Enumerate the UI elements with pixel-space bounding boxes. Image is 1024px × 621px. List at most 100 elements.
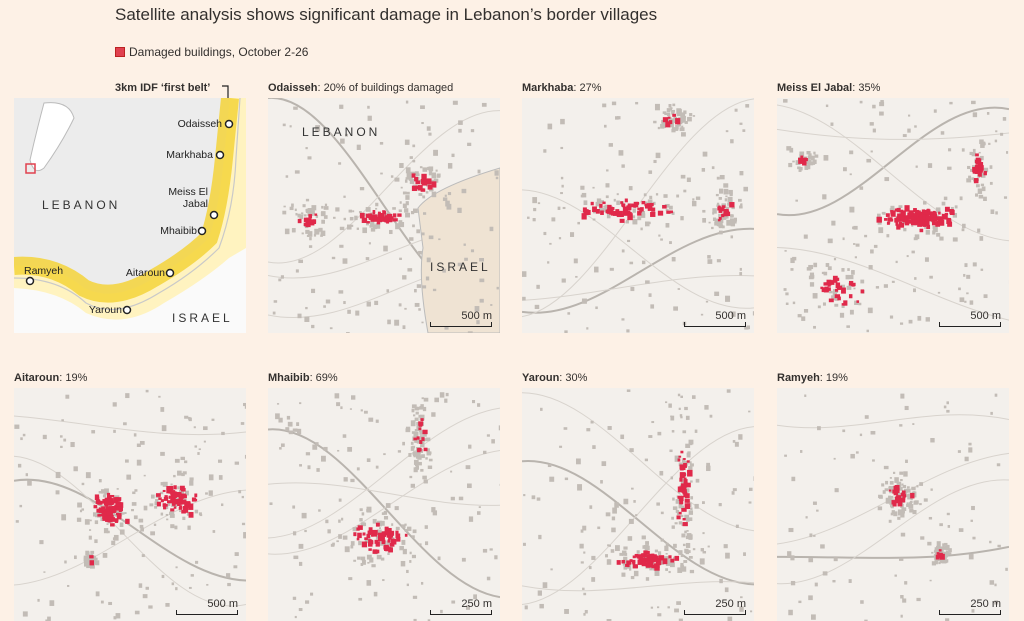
- building: [809, 533, 813, 538]
- damaged-building: [645, 550, 650, 555]
- building: [88, 535, 92, 540]
- building: [834, 488, 839, 493]
- building: [143, 474, 146, 477]
- building: [936, 232, 941, 237]
- building: [664, 203, 670, 208]
- building: [95, 560, 100, 566]
- building: [938, 561, 941, 565]
- building: [297, 213, 301, 218]
- building: [887, 497, 892, 503]
- building: [282, 210, 287, 215]
- building: [410, 420, 416, 427]
- building: [342, 434, 347, 438]
- building: [679, 414, 683, 417]
- damaged-building: [903, 494, 907, 498]
- building: [688, 534, 693, 540]
- damaged-building: [423, 447, 428, 452]
- building: [847, 268, 850, 271]
- damaged-building: [164, 503, 168, 507]
- building: [589, 505, 593, 509]
- damaged-building: [424, 181, 428, 185]
- building: [967, 165, 971, 170]
- building: [889, 315, 894, 319]
- damaged-building: [646, 554, 650, 558]
- building: [600, 480, 603, 484]
- building: [364, 537, 370, 544]
- damaged-building: [896, 224, 901, 230]
- building: [603, 124, 607, 128]
- building: [414, 417, 419, 421]
- damaged-building: [892, 489, 896, 494]
- building: [307, 209, 311, 213]
- building: [583, 592, 587, 596]
- damaged-building: [188, 503, 194, 510]
- building: [405, 212, 410, 218]
- building: [366, 509, 370, 512]
- damaged-building: [718, 208, 723, 213]
- building: [689, 461, 692, 464]
- building: [651, 421, 655, 424]
- building: [833, 457, 836, 460]
- damaged-building: [665, 121, 671, 128]
- building: [468, 444, 472, 449]
- building: [912, 509, 917, 515]
- building: [966, 274, 971, 279]
- building: [645, 577, 650, 581]
- building: [401, 524, 406, 528]
- damaged-building: [373, 218, 378, 222]
- building: [523, 494, 526, 497]
- building: [682, 543, 686, 547]
- building: [371, 564, 376, 568]
- building: [923, 498, 928, 502]
- damage-detail: : 20% of buildings damaged: [317, 82, 454, 94]
- building: [645, 541, 649, 545]
- building: [106, 530, 110, 534]
- building: [411, 554, 416, 559]
- building: [394, 177, 400, 182]
- building: [909, 500, 913, 504]
- building: [948, 552, 952, 555]
- building: [298, 561, 303, 566]
- damaged-building: [305, 221, 311, 228]
- building: [933, 550, 938, 553]
- building: [604, 204, 609, 209]
- building: [39, 540, 44, 545]
- building: [296, 422, 300, 427]
- building: [198, 448, 201, 451]
- building: [427, 452, 430, 455]
- building: [684, 120, 688, 124]
- damaged-building: [356, 527, 360, 531]
- building: [902, 134, 907, 138]
- building: [678, 618, 683, 621]
- building: [414, 171, 419, 175]
- building: [961, 228, 965, 232]
- building: [731, 206, 735, 210]
- road: [522, 581, 754, 592]
- building: [969, 300, 974, 305]
- building: [451, 153, 455, 158]
- building: [900, 532, 906, 537]
- building: [881, 483, 885, 487]
- damaged-building: [687, 469, 693, 477]
- building: [412, 451, 418, 457]
- damaged-building: [393, 218, 398, 222]
- building: [416, 422, 420, 426]
- building: [476, 320, 480, 325]
- building: [622, 561, 628, 566]
- building: [376, 529, 382, 534]
- building: [386, 289, 390, 293]
- building: [579, 543, 584, 549]
- building: [173, 474, 176, 478]
- building: [662, 111, 667, 114]
- building: [842, 167, 847, 172]
- damaged-building: [421, 437, 425, 441]
- building: [601, 461, 607, 467]
- building: [977, 188, 983, 194]
- damaged-building: [939, 218, 944, 223]
- building: [711, 226, 714, 230]
- building: [431, 507, 436, 513]
- building: [925, 229, 930, 235]
- building: [681, 533, 686, 538]
- village-name: Aitaroun: [14, 372, 60, 384]
- damaged-building: [684, 503, 691, 510]
